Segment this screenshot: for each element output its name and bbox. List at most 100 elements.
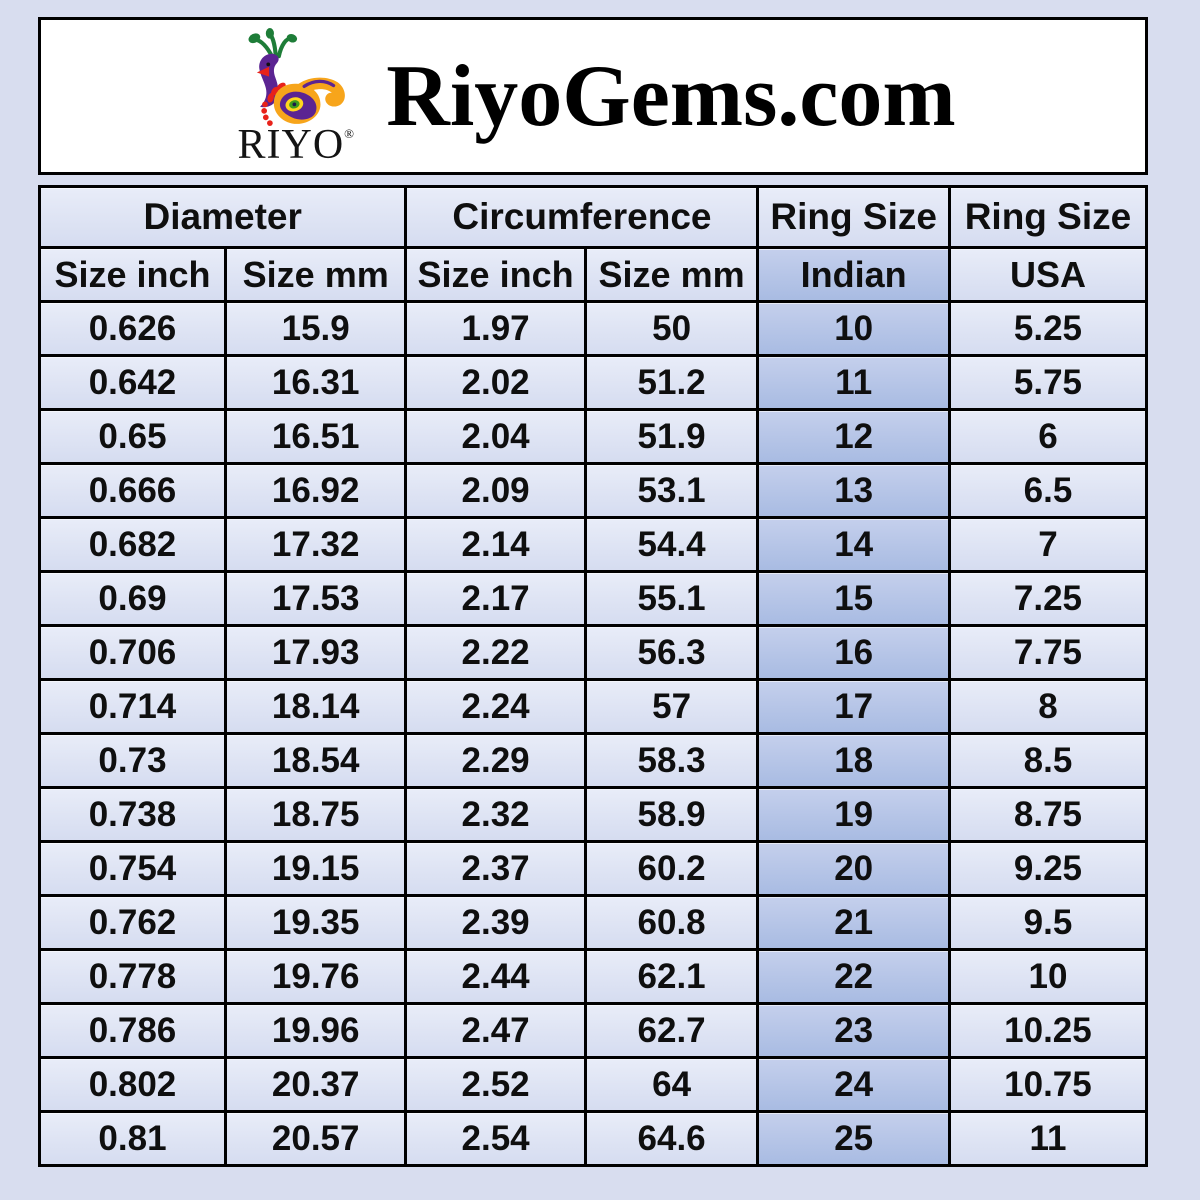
table-cell: 0.778	[38, 948, 227, 1005]
table-cell: 8.75	[947, 786, 1149, 843]
table-row: 0.666 16.92 2.09 53.1 13 6.5	[38, 462, 1149, 519]
brand-text: RIYO	[237, 122, 345, 168]
table-subheader-row: Size inch Size mm Size inch Size mm Indi…	[38, 246, 1149, 303]
table-cell: 0.754	[38, 840, 227, 897]
table-cell: 19.35	[223, 894, 408, 951]
table-row: 0.626 15.9 1.97 50 10 5.25	[38, 300, 1149, 357]
table-cell: 19.15	[223, 840, 408, 897]
subheader-ring-size-indian: Indian	[756, 246, 951, 303]
table-cell: 0.65	[38, 408, 227, 465]
table-cell: 2.22	[404, 624, 587, 681]
table-cell: 20.37	[223, 1056, 408, 1113]
table-cell: 2.32	[404, 786, 587, 843]
table-cell: 64.6	[583, 1110, 760, 1167]
table-cell: 5.25	[947, 300, 1149, 357]
table-cell: 10.75	[947, 1056, 1149, 1113]
table-cell: 60.2	[583, 840, 760, 897]
table-row: 0.706 17.93 2.22 56.3 16 7.75	[38, 624, 1149, 681]
table-cell: 16.92	[223, 462, 408, 519]
col-group-ring-size-usa: Ring Size	[947, 185, 1149, 249]
table-cell: 9.25	[947, 840, 1149, 897]
table-cell: 13	[756, 462, 951, 519]
table-row: 0.778 19.76 2.44 62.1 22 10	[38, 948, 1149, 1005]
table-cell: 62.1	[583, 948, 760, 1005]
table-cell: 6	[947, 408, 1149, 465]
table-cell: 25	[756, 1110, 951, 1167]
table-cell: 0.706	[38, 624, 227, 681]
table-cell: 19	[756, 786, 951, 843]
table-cell: 20	[756, 840, 951, 897]
table-cell: 0.642	[38, 354, 227, 411]
table-cell: 1.97	[404, 300, 587, 357]
table-cell: 18.14	[223, 678, 408, 735]
peacock-icon	[248, 28, 346, 126]
table-cell: 24	[756, 1056, 951, 1113]
table-cell: 9.5	[947, 894, 1149, 951]
table-cell: 7.75	[947, 624, 1149, 681]
subheader-diameter-size-inch: Size inch	[38, 246, 227, 303]
table-cell: 2.17	[404, 570, 587, 627]
table-cell: 11	[756, 354, 951, 411]
table-cell: 18	[756, 732, 951, 789]
table-cell: 10	[947, 948, 1149, 1005]
table-cell: 2.24	[404, 678, 587, 735]
table-cell: 58.9	[583, 786, 760, 843]
table-cell: 17.93	[223, 624, 408, 681]
table-cell: 22	[756, 948, 951, 1005]
subheader-circumference-size-mm: Size mm	[583, 246, 760, 303]
table-row: 0.786 19.96 2.47 62.7 23 10.25	[38, 1002, 1149, 1059]
table-cell: 0.802	[38, 1056, 227, 1113]
table-cell: 16	[756, 624, 951, 681]
table-cell: 17.53	[223, 570, 408, 627]
col-group-circumference: Circumference	[404, 185, 760, 249]
table-cell: 2.37	[404, 840, 587, 897]
table-cell: 17	[756, 678, 951, 735]
site-title: RiyoGems.com	[386, 47, 956, 145]
table-cell: 21	[756, 894, 951, 951]
table-row: 0.682 17.32 2.14 54.4 14 7	[38, 516, 1149, 573]
table-cell: 62.7	[583, 1002, 760, 1059]
table-cell: 53.1	[583, 462, 760, 519]
table-cell: 2.09	[404, 462, 587, 519]
table-cell: 0.762	[38, 894, 227, 951]
logo: RIYO ®	[230, 26, 362, 166]
table-cell: 18.75	[223, 786, 408, 843]
table-cell: 0.81	[38, 1110, 227, 1167]
table-row: 0.802 20.37 2.52 64 24 10.75	[38, 1056, 1149, 1113]
table-cell: 8	[947, 678, 1149, 735]
table-cell: 0.786	[38, 1002, 227, 1059]
table-cell: 54.4	[583, 516, 760, 573]
table-cell: 0.626	[38, 300, 227, 357]
table-cell: 12	[756, 408, 951, 465]
table-cell: 0.682	[38, 516, 227, 573]
table-cell: 57	[583, 678, 760, 735]
subheader-ring-size-usa: USA	[947, 246, 1149, 303]
table-cell: 2.02	[404, 354, 587, 411]
table-cell: 60.8	[583, 894, 760, 951]
table-cell: 23	[756, 1002, 951, 1059]
table-cell: 20.57	[223, 1110, 408, 1167]
table-row: 0.69 17.53 2.17 55.1 15 7.25	[38, 570, 1149, 627]
table-row: 0.738 18.75 2.32 58.9 19 8.75	[38, 786, 1149, 843]
table-cell: 14	[756, 516, 951, 573]
table-cell: 2.29	[404, 732, 587, 789]
subheader-circumference-size-inch: Size inch	[404, 246, 587, 303]
table-cell: 0.666	[38, 462, 227, 519]
brand-wordmark: RIYO ®	[238, 124, 356, 166]
col-group-ring-size-indian: Ring Size	[756, 185, 951, 249]
table-body: 0.626 15.9 1.97 50 10 5.25 0.642 16.31 2.02 51.2 1…	[38, 300, 1149, 1167]
table-cell: 50	[583, 300, 760, 357]
table-cell: 15	[756, 570, 951, 627]
table-cell: 8.5	[947, 732, 1149, 789]
table-row: 0.714 18.14 2.24 57 17 8	[38, 678, 1149, 735]
table-cell: 11	[947, 1110, 1149, 1167]
col-group-diameter: Diameter	[37, 185, 408, 249]
table-cell: 55.1	[583, 570, 760, 627]
table-cell: 2.14	[404, 516, 587, 573]
table-cell: 16.31	[223, 354, 408, 411]
table-row: 0.762 19.35 2.39 60.8 21 9.5	[38, 894, 1149, 951]
table-cell: 2.52	[404, 1056, 587, 1113]
table-cell: 51.2	[583, 354, 760, 411]
table-cell: 19.76	[223, 948, 408, 1005]
table-cell: 6.5	[947, 462, 1149, 519]
